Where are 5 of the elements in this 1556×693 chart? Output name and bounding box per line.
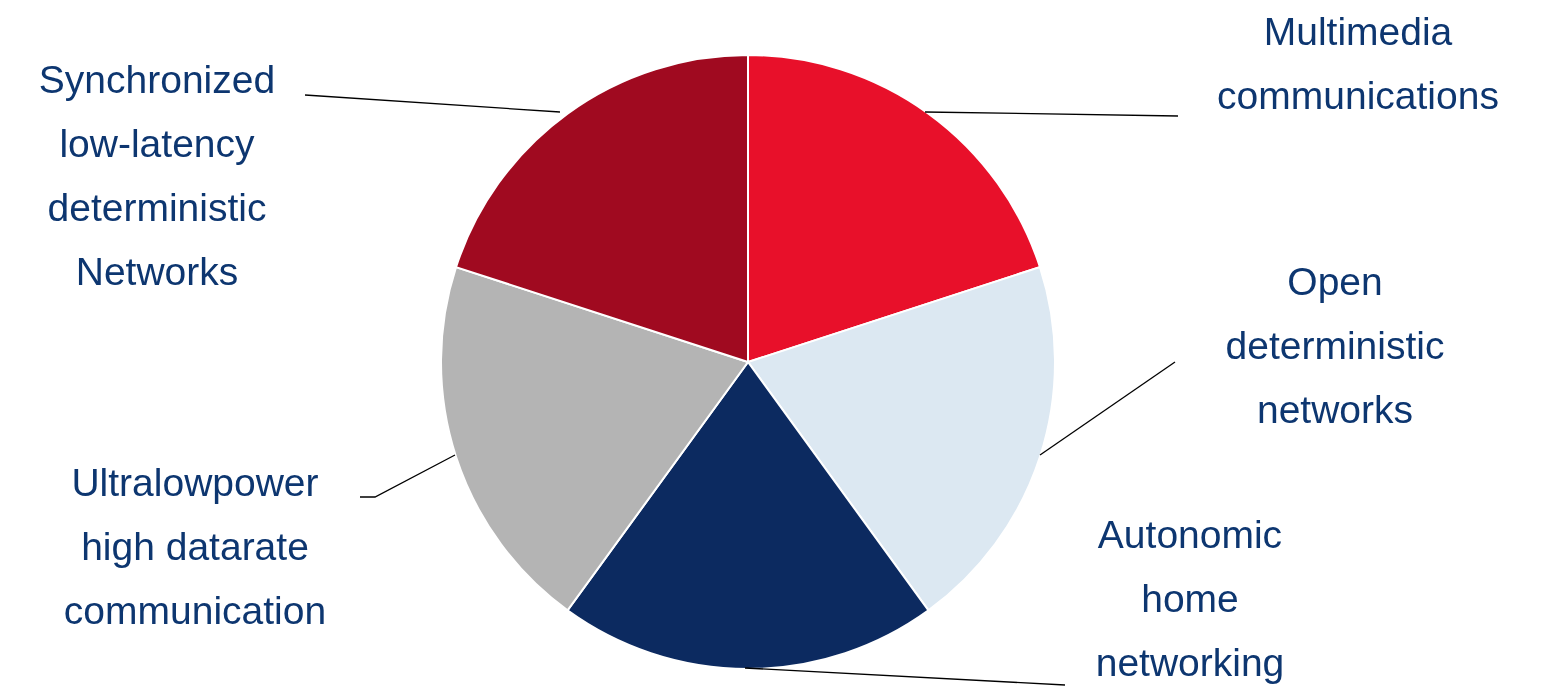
slice-label: Synchronized low-latency deterministic Networks xyxy=(38,58,276,293)
slice-label: Ultralowpower high datarate communication xyxy=(63,461,327,632)
slice-label: Autonomic home networking xyxy=(1095,513,1285,684)
slice-label: Multimedia communications xyxy=(1217,10,1499,117)
slice-label: Open deterministic networks xyxy=(1225,260,1445,431)
